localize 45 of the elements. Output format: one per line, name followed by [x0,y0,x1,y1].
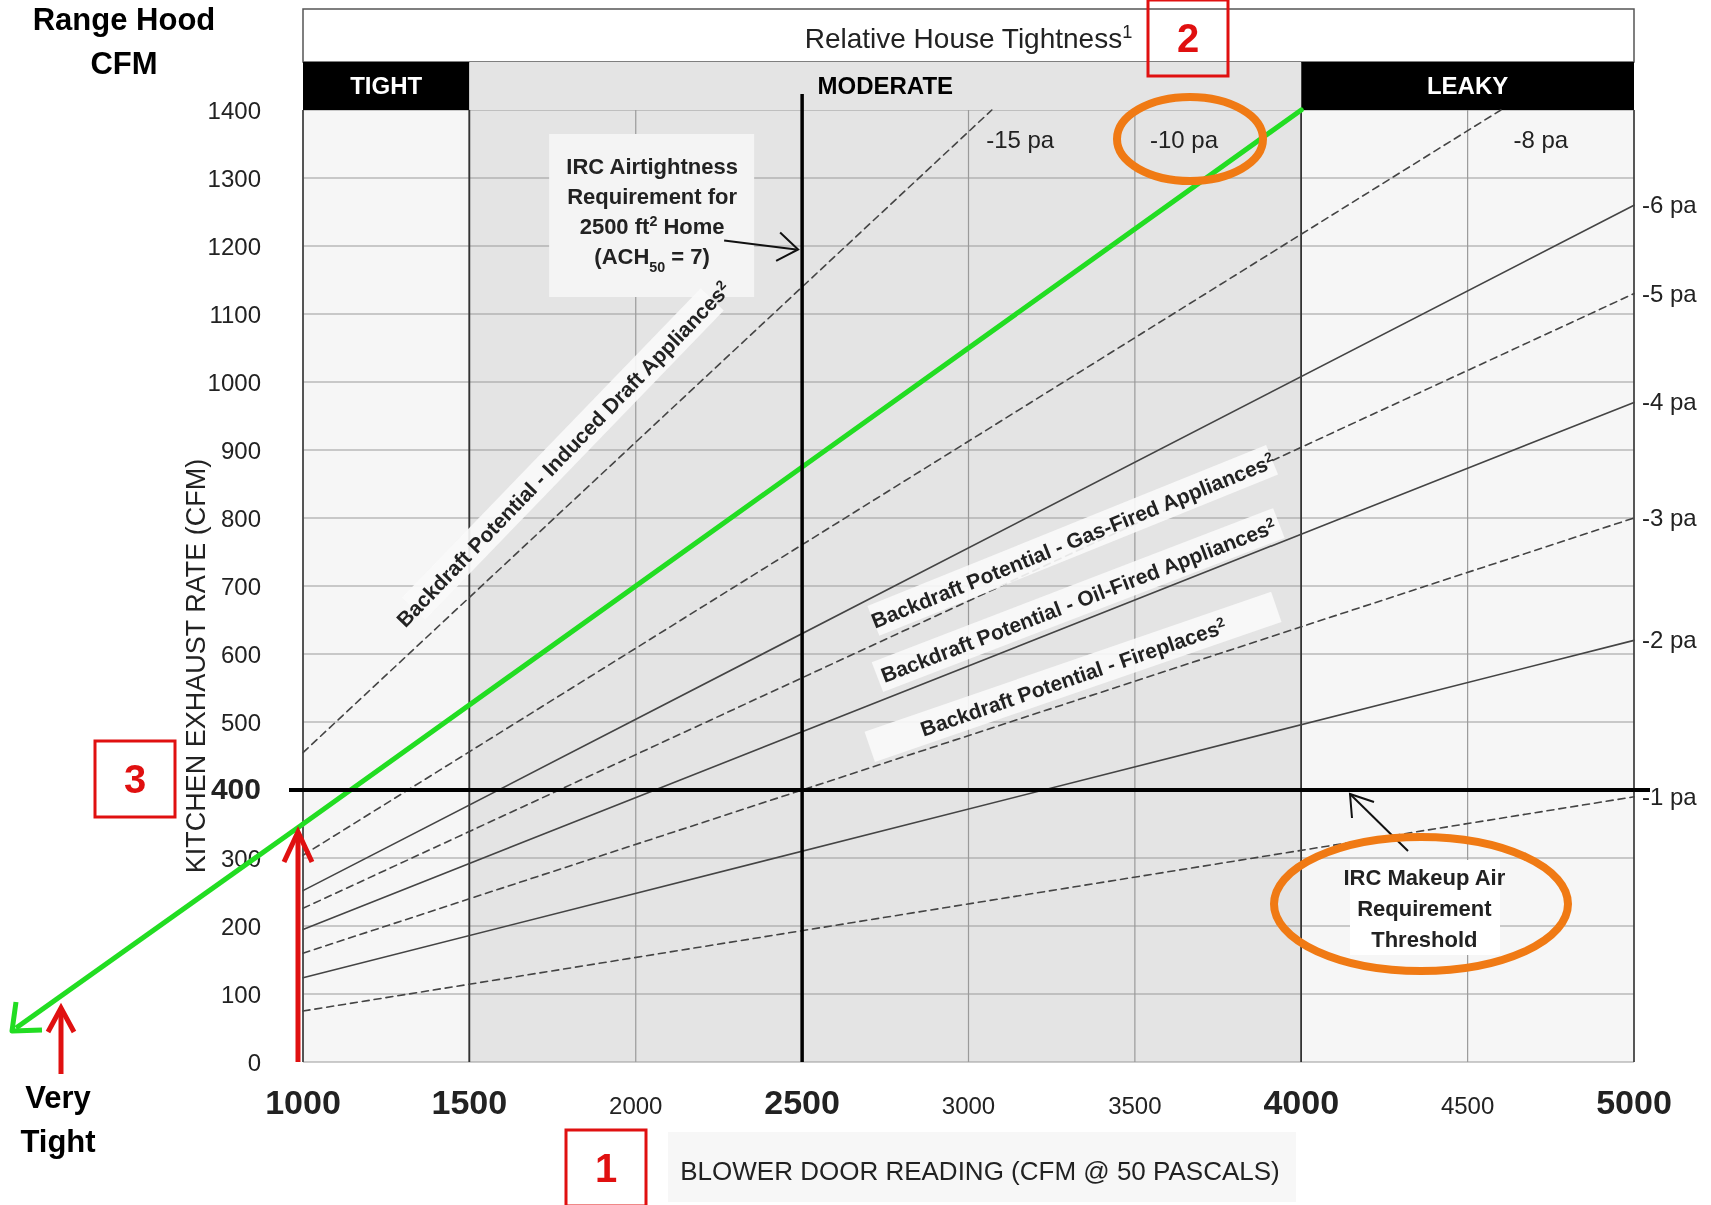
x-tick-label: 1000 [265,1083,341,1121]
y-tick-label: 1200 [207,233,261,260]
series-label: -3 pa [1642,504,1698,531]
x-axis-title: BLOWER DOOR READING (CFM @ 50 PASCALS) [680,1156,1280,1186]
x-tick-label: 5000 [1596,1083,1672,1121]
text: Very Tight [20,1080,96,1159]
y-tick-label: 0 [247,1049,261,1076]
series-label: -10 pa [1149,125,1219,153]
y-tick-label: 100 [220,981,261,1008]
series-label: -15 pa [986,125,1055,153]
text: 3 [123,757,147,801]
y-tick-label: 800 [220,505,261,532]
text: 1 [594,1146,618,1190]
ref-line-label: IRC Makeup Air Requirement Threshold [1343,865,1506,952]
band-label: TIGHT [350,72,423,99]
x-tick-label: 3000 [941,1092,996,1119]
chart-title: Relative House Tightness$^{1}$ [804,22,1133,54]
series-label: -5 pa [1642,279,1698,307]
y-tick-label: 1100 [209,301,261,328]
text: 2 [1176,16,1200,60]
ref-line-label: IRC Airtightness Requirement for 2500 ft$^{2}$ Home (ACH$_{50}$ = 7) [566,154,738,275]
x-tick-label: 2500 [764,1083,840,1121]
y-tick-label: 1300 [207,165,261,192]
band-label: MODERATE [817,72,954,99]
series-label: -6 pa [1642,191,1698,219]
y-tick-label: 500 [220,709,261,736]
x-tick-label: 1500 [431,1083,508,1121]
y-tick-label: 600 [220,641,261,668]
x-tick-label: 4000 [1263,1083,1340,1121]
y-axis-title: KITCHEN EXHAUST RATE (CFM) [181,458,211,874]
y-tick-label: 200 [220,913,261,940]
x-tick-label: 4500 [1440,1092,1495,1119]
band-label: LEAKY [1426,72,1509,99]
series-label: -8 pa [1513,125,1569,153]
y-tick-label: 900 [220,437,261,464]
series-label: -1 pa [1642,782,1698,810]
y-tick-label: 1400 [207,97,261,124]
y-tick-label: 1000 [207,369,261,396]
x-tick-label: 2000 [609,1092,663,1119]
series-label: -4 pa [1642,388,1698,416]
series-label: -2 pa [1642,626,1698,654]
text: Range Hood CFM [32,2,216,81]
y-tick-label: 700 [220,573,261,600]
y-tick-label: 400 [210,772,261,805]
x-tick-label: 3500 [1108,1092,1162,1119]
